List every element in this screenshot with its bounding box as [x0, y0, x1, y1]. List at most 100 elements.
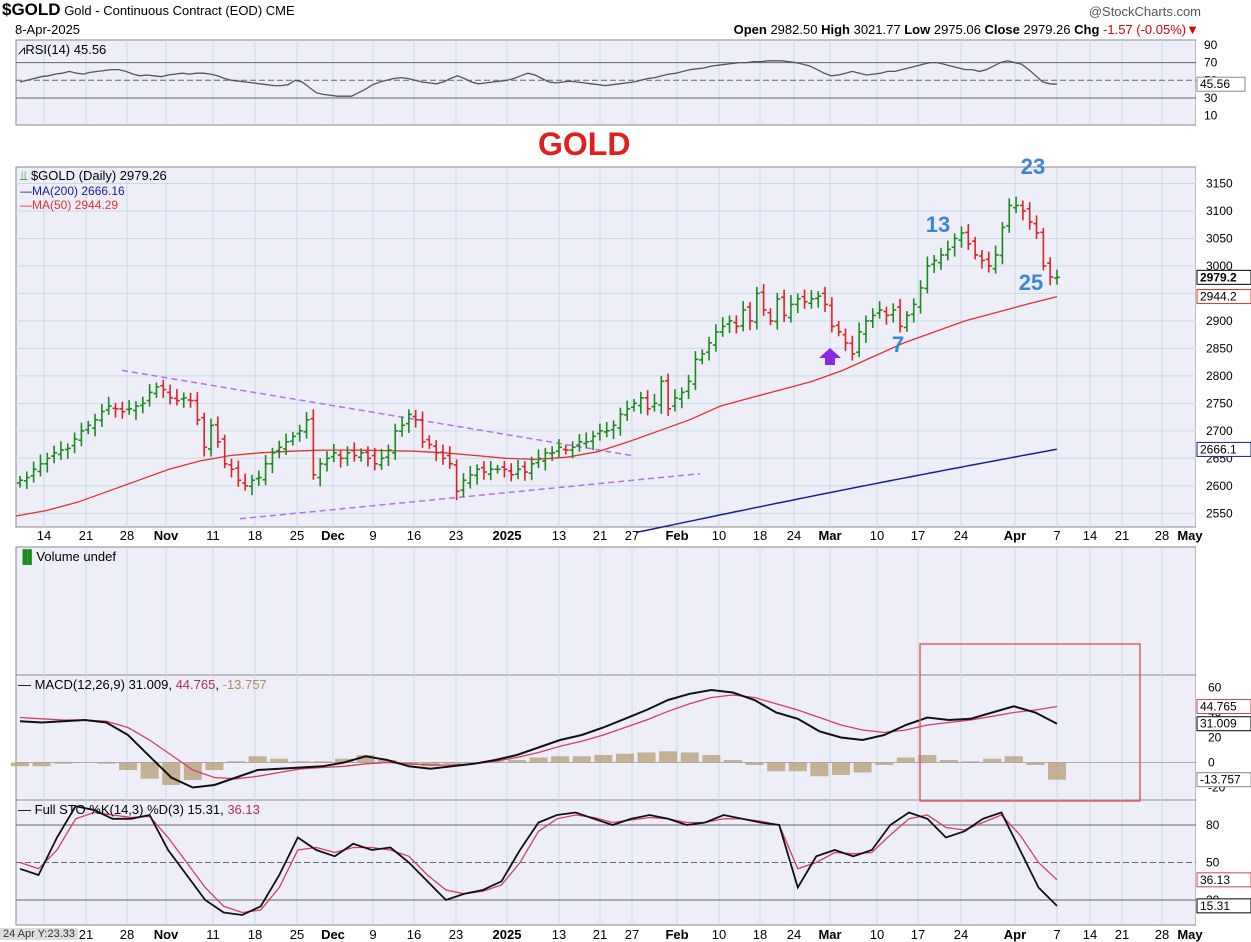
date-label: Nov — [154, 927, 179, 942]
price-bar — [289, 431, 296, 446]
date-label: 28 — [120, 927, 134, 942]
price-bar — [85, 420, 92, 435]
rsi-last-tag-box — [1196, 76, 1246, 92]
macd-hist-tag: -13.757 — [1200, 773, 1241, 787]
macd-hist-bar — [551, 756, 570, 763]
date-label: 28 — [1155, 927, 1169, 942]
price-bar — [51, 445, 58, 464]
price-bar — [767, 308, 774, 326]
price-bar — [938, 247, 945, 270]
cursor-readout: 24 Apr Y:23.33 — [0, 928, 78, 940]
macd-tick: 60 — [1208, 681, 1222, 695]
price-bar — [453, 459, 460, 501]
price-bar — [153, 382, 160, 398]
price-bar — [733, 315, 740, 334]
date-label: 14 — [1083, 528, 1097, 543]
wave-count-label: 7 — [892, 332, 904, 357]
price-bar — [208, 418, 215, 457]
price-bar — [617, 407, 624, 436]
macd-hist-bar — [356, 755, 375, 763]
date-label: 25 — [290, 927, 304, 942]
date-label: 17 — [911, 927, 925, 942]
price-bar — [98, 403, 105, 427]
ma50-tag-box — [1196, 289, 1251, 305]
date-label: 24 — [954, 927, 968, 942]
date-label: 24 — [954, 528, 968, 543]
price-bar — [801, 289, 808, 309]
price-bar — [958, 226, 965, 248]
price-bar — [869, 308, 876, 329]
date-label: 7 — [1053, 927, 1060, 942]
price-legend-main: ⫫ $GOLD (Daily) 2979.26 — [20, 168, 167, 184]
watermark: @StockCharts.com — [1088, 4, 1201, 19]
sto-legend: — Full STO %K(14,3) %D(3) 15.31, 36.13 — [18, 802, 260, 817]
price-bar — [344, 446, 351, 466]
macd-hist-bar — [119, 762, 138, 770]
date-label: 21 — [79, 927, 93, 942]
price-bar — [637, 391, 644, 414]
macd-hist-bar — [1026, 762, 1045, 765]
price-bar — [371, 447, 378, 471]
rsi-legend: ⩘RSI(14) 45.56 — [18, 42, 106, 58]
price-bar — [242, 473, 249, 491]
price-bar — [658, 375, 665, 414]
macd-tick: 0 — [1208, 756, 1215, 770]
price-bar — [781, 289, 788, 322]
price-legend-main-text: $GOLD (Daily) 2979.26 — [30, 168, 167, 183]
price-bar — [787, 295, 794, 323]
price-bar — [405, 409, 412, 434]
price-bar — [515, 459, 522, 480]
price-bar — [794, 293, 801, 314]
price-bar — [808, 290, 815, 309]
price-bar — [337, 450, 344, 468]
price-bar — [1047, 257, 1054, 286]
ma50-tag: 2944.2 — [1200, 290, 1237, 304]
price-bar — [255, 470, 262, 486]
buy-arrow-icon — [819, 348, 841, 365]
date-label: 9 — [369, 927, 376, 942]
sto-legend-d: 36.13 — [227, 802, 260, 817]
macd-legend-macd: 31.009 — [128, 677, 169, 692]
macd-hist-bar — [507, 760, 526, 763]
price-tick: 2800 — [1206, 369, 1233, 383]
macd-hist-bar — [205, 762, 224, 770]
macd-hist-bar — [767, 762, 786, 772]
price-bar — [228, 458, 235, 478]
wave-count-label: 23 — [1021, 154, 1045, 179]
date-label: Mar — [818, 528, 841, 543]
exchange: CME — [265, 3, 295, 18]
price-bar — [822, 286, 829, 313]
price-bar — [883, 306, 890, 325]
wave-count-label: 13 — [926, 212, 950, 237]
price-bar — [624, 400, 631, 421]
price-bar — [57, 441, 64, 460]
price-bar — [774, 292, 781, 330]
date-label: 16 — [407, 528, 421, 543]
chg-label: Chg — [1074, 22, 1100, 37]
price-bar — [1033, 215, 1040, 239]
close-label: Close — [984, 22, 1020, 37]
date-label: 28 — [120, 528, 134, 543]
date-label: 14 — [1083, 927, 1097, 942]
macd-hist-bar — [637, 752, 656, 763]
date-label: Nov — [154, 528, 179, 543]
price-bar — [324, 451, 331, 472]
macd-legend-hist: -13.757 — [222, 677, 267, 692]
price-bar — [1040, 228, 1047, 271]
price-bar — [897, 298, 904, 333]
date-label: 18 — [248, 528, 262, 543]
price-bar — [317, 458, 324, 487]
price-bar — [535, 449, 542, 469]
date-label: 24 — [787, 528, 801, 543]
macd-hist-bar — [961, 761, 980, 763]
macd-hist-bar — [248, 756, 267, 763]
macd-legend: — MACD(12,26,9) 31.009, 44.765, -13.757 — [18, 677, 267, 692]
macd-hist-bar — [810, 762, 829, 777]
ma200-legend-text: MA(200) 2666.16 — [32, 184, 125, 198]
price-bar — [944, 240, 951, 261]
date-label: 27 — [625, 927, 639, 942]
date-label: 21 — [593, 528, 607, 543]
date-label: 13 — [552, 528, 566, 543]
sto-d-tag-box — [1196, 872, 1251, 888]
